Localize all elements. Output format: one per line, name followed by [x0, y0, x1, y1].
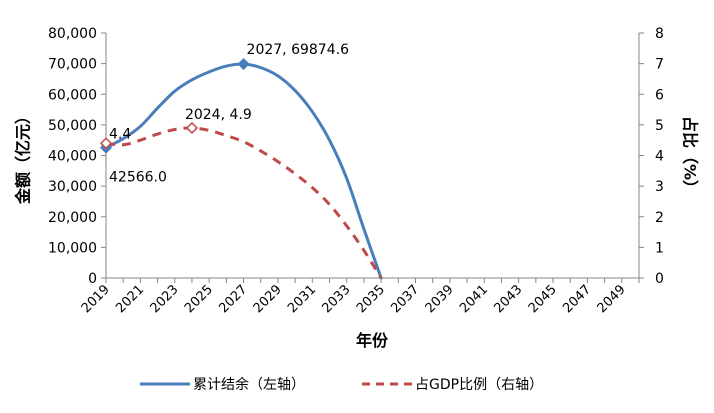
y-right-tick-label: 5	[655, 118, 664, 134]
series-line-gdp-ratio	[106, 128, 381, 278]
x-tick-label: 2031	[285, 282, 319, 316]
y-left-tick-label: 0	[88, 271, 97, 287]
x-tick-label: 2019	[79, 282, 113, 316]
y-left-axis-title: 金额（亿元）	[14, 108, 33, 205]
y-right-tick-label: 6	[655, 87, 664, 103]
y-left-tick-label: 50,000	[48, 118, 97, 134]
x-tick-label: 2043	[491, 282, 525, 316]
y-left-ticks: 80,000 70,000 60,000 50,000 40,000 30,000 20,0…	[48, 26, 106, 287]
annotation-layer: 2027, 69874.6 42566.0 2024, 4.9 4.4	[101, 42, 349, 186]
y-right-tick-label: 8	[655, 26, 664, 42]
x-tick-label: 2035	[354, 282, 388, 316]
x-tick-label: 2045	[526, 282, 560, 316]
x-tick-label: 2041	[457, 282, 491, 316]
x-axis-title: 年份	[356, 331, 389, 350]
legend-label-gdp-ratio: 占GDP比例（右轴）	[415, 377, 543, 393]
x-tick-label: 2049	[595, 282, 629, 316]
y-left-tick-label: 60,000	[48, 87, 97, 103]
data-point-marker	[239, 59, 249, 69]
legend: 累计结余（左轴） 占GDP比例（右轴）	[140, 376, 543, 393]
x-tick-label: 2021	[113, 282, 147, 316]
x-tick-label: 2047	[560, 282, 594, 316]
data-label: 2027, 69874.6	[247, 42, 350, 58]
y-left-tick-label: 70,000	[48, 57, 97, 73]
y-right-tick-label: 0	[655, 271, 664, 287]
y-right-tick-label: 7	[655, 57, 664, 73]
data-label: 2024, 4.9	[185, 107, 252, 123]
y-right-ticks: 8 7 6 5 4 3 2 1 0	[639, 26, 664, 287]
data-label: 4.4	[109, 126, 131, 142]
y-left-tick-label: 30,000	[48, 179, 97, 195]
x-tick-label: 2037	[388, 282, 422, 316]
y-right-axis-title: 占比（%）	[681, 116, 700, 196]
legend-label-cumulative-balance: 累计结余（左轴）	[193, 376, 305, 393]
y-right-tick-label: 1	[655, 240, 664, 256]
y-left-tick-label: 20,000	[48, 210, 97, 226]
data-label: 42566.0	[109, 170, 167, 186]
y-right-tick-label: 4	[655, 149, 664, 165]
x-tick-label: 2023	[148, 282, 182, 316]
data-point-marker	[187, 123, 197, 133]
x-tick-label: 2039	[423, 282, 457, 316]
y-right-tick-label: 3	[655, 179, 664, 195]
y-right-tick-label: 2	[655, 210, 664, 226]
y-left-tick-label: 40,000	[48, 149, 97, 165]
x-tick-label: 2033	[320, 282, 354, 316]
x-tick-label: 2027	[216, 282, 250, 316]
y-left-tick-label: 10,000	[48, 240, 97, 256]
x-ticks: 2019 2021 2023 2025 2027 2029 2031 2033 2035 2037…	[79, 278, 639, 316]
x-tick-label: 2025	[182, 282, 216, 316]
x-tick-label: 2029	[251, 282, 285, 316]
y-left-tick-label: 80,000	[48, 26, 97, 42]
